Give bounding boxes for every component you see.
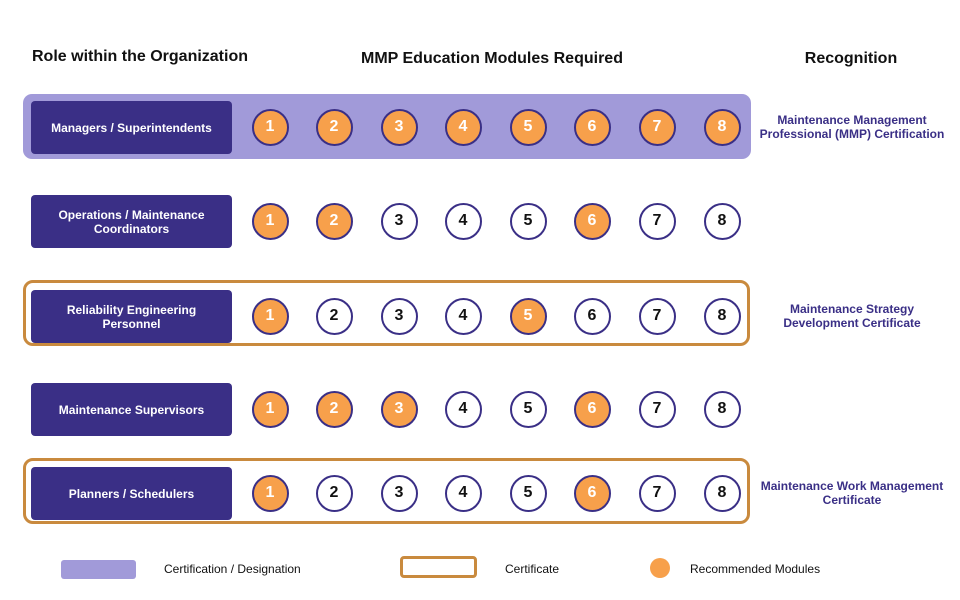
module-circle: 1 [251,202,289,240]
role-label: Maintenance Supervisors [31,383,232,436]
recognition-label: Maintenance Management Professional (MMP… [759,113,945,141]
modules-column-header: MMP Education Modules Required [361,50,623,67]
module-circle: 2 [315,390,353,428]
module-circle: 4 [444,108,482,146]
module-circle: 5 [509,297,547,335]
module-circle: 4 [444,474,482,512]
role-label: Reliability Engineering Personnel [31,290,232,343]
module-circle: 1 [251,108,289,146]
module-circle: 5 [509,202,547,240]
legend-certificate-swatch [400,556,477,578]
module-circle: 8 [703,474,741,512]
legend-certification-swatch [61,560,136,579]
module-circle: 5 [509,108,547,146]
legend-certificate-label: Certificate [505,562,560,576]
module-circle: 6 [573,108,611,146]
module-circle: 5 [509,474,547,512]
module-circle: 2 [315,108,353,146]
module-circle: 4 [444,202,482,240]
role-column-header: Role within the Organization [32,48,248,65]
module-circle: 3 [380,108,418,146]
module-circle: 5 [509,390,547,428]
certificate-frame [23,280,750,346]
legend-recommended-label: Recommended Modules [690,562,821,576]
module-circle: 3 [380,202,418,240]
module-circle: 6 [573,390,611,428]
recognition-label: Maintenance Work Management Certificate [760,479,944,507]
module-circle: 3 [380,390,418,428]
legend-certification-label: Certification / Designation [164,562,301,576]
module-circle: 3 [380,474,418,512]
module-circle: 8 [703,202,741,240]
module-circle: 3 [380,297,418,335]
legend-recommended-dot [650,558,670,578]
module-circle: 7 [638,202,676,240]
module-circle: 1 [251,474,289,512]
module-circle: 7 [638,474,676,512]
module-circle: 8 [703,297,741,335]
recognition-label: Maintenance Strategy Development Certifi… [783,302,921,330]
role-label: Operations / Maintenance Coordinators [31,195,232,248]
module-circle: 1 [251,390,289,428]
module-circle: 7 [638,108,676,146]
module-circle: 2 [315,202,353,240]
certificate-frame [23,458,750,524]
module-circle: 4 [444,297,482,335]
module-circle: 7 [638,390,676,428]
module-circle: 6 [573,474,611,512]
module-circle: 2 [315,297,353,335]
module-circle: 2 [315,474,353,512]
module-circle: 8 [703,390,741,428]
module-circle: 6 [573,202,611,240]
module-circle: 6 [573,297,611,335]
recognition-column-header: Recognition [804,50,898,67]
module-circle: 4 [444,390,482,428]
module-circle: 7 [638,297,676,335]
module-circle: 1 [251,297,289,335]
role-label: Planners / Schedulers [31,467,232,520]
module-circle: 8 [703,108,741,146]
role-label: Managers / Superintendents [31,101,232,154]
